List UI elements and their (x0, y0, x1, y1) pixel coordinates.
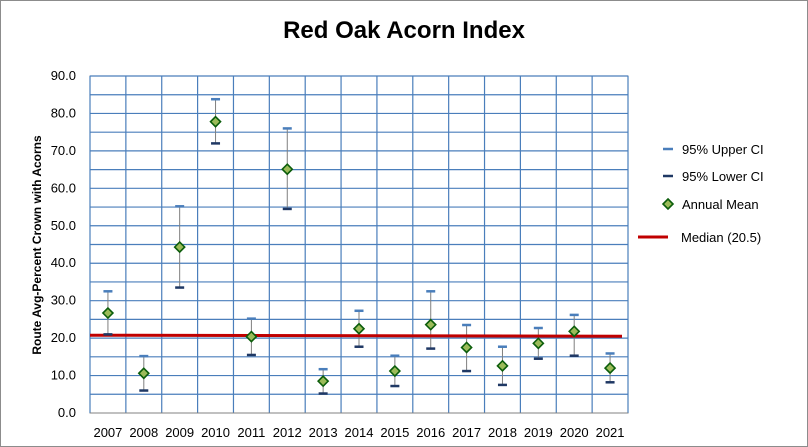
x-tick-label: 2015 (380, 425, 409, 440)
annual-mean-point (496, 359, 509, 372)
x-tick-label: 2018 (488, 425, 517, 440)
legend-swatch (661, 197, 675, 211)
annual-mean-point (173, 240, 186, 254)
x-tick-label: 2016 (416, 425, 445, 440)
y-tick-label: 70.0 (51, 143, 76, 158)
annual-mean-point (352, 322, 366, 335)
y-tick-label: 20.0 (51, 330, 76, 345)
annual-mean-point (568, 325, 581, 338)
x-tick-label: 2011 (237, 425, 265, 440)
legend-label: Annual Mean (682, 197, 759, 212)
y-axis-ticks: 0.0 10.0 20.0 30.0 40.0 50.0 60.0 70.0 80.0 90.0 (51, 68, 76, 420)
annual-mean-point (137, 367, 150, 380)
y-tick-label: 30.0 (51, 293, 76, 308)
y-tick-label: 90.0 (51, 68, 76, 83)
x-tick-label: 2010 (201, 425, 230, 440)
annual-mean-point (460, 341, 473, 354)
annual-mean-point (281, 163, 294, 176)
y-tick-label: 60.0 (51, 180, 76, 195)
x-tick-label: 2008 (129, 425, 158, 440)
gridlines (89, 75, 629, 414)
y-tick-label: 40.0 (51, 255, 76, 270)
annual-mean-point (317, 375, 330, 388)
x-tick-label: 2009 (165, 425, 194, 440)
x-tick-label: 2007 (93, 425, 122, 440)
y-tick-label: 0.0 (58, 405, 76, 420)
x-tick-label: 2012 (273, 425, 302, 440)
legend: 95% Upper CI 95% Lower CI Annual Mean Media… (638, 142, 764, 245)
x-tick-label: 2020 (560, 425, 589, 440)
annual-mean-point (209, 115, 222, 128)
chart-title: Red Oak Acorn Index (283, 17, 525, 44)
x-tick-label: 2017 (452, 425, 481, 440)
annual-mean-point (532, 337, 545, 350)
median-line (89, 333, 623, 338)
annual-mean-point (388, 364, 401, 378)
legend-label: 95% Lower CI (682, 169, 764, 184)
y-tick-label: 10.0 (51, 368, 76, 383)
y-axis-label: Route Avg-Percent Crown with Acorns (30, 135, 44, 355)
annual-mean-point (603, 361, 617, 375)
annual-mean-point (424, 318, 437, 331)
x-tick-label: 2021 (596, 425, 625, 440)
y-tick-label: 80.0 (51, 105, 76, 120)
x-tick-label: 2013 (309, 425, 338, 440)
annual-mean-point (101, 306, 115, 320)
data-marks (89, 97, 623, 395)
legend-label: Median (20.5) (681, 230, 761, 245)
x-tick-label: 2019 (524, 425, 553, 440)
y-tick-label: 50.0 (51, 218, 76, 233)
x-tick-label: 2014 (345, 425, 374, 440)
x-axis-ticks: 2007 2008 2009 2010 2011 2012 2013 2014 2015 2016… (93, 425, 624, 440)
annual-mean-point (245, 330, 258, 343)
legend-label: 95% Upper CI (682, 142, 764, 157)
